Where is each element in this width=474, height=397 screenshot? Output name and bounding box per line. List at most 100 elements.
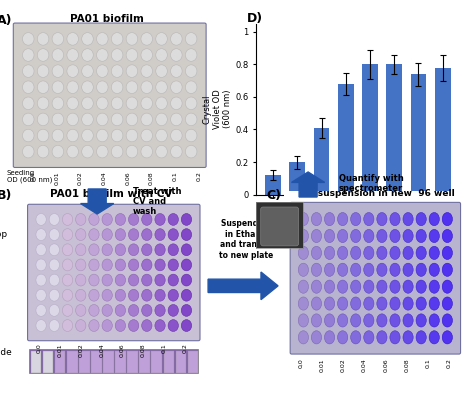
- Text: 0,0: 0,0: [31, 171, 36, 181]
- FancyArrow shape: [81, 189, 114, 214]
- Ellipse shape: [22, 81, 34, 93]
- Ellipse shape: [182, 274, 191, 286]
- Ellipse shape: [63, 274, 73, 286]
- Ellipse shape: [168, 274, 178, 286]
- Ellipse shape: [156, 33, 167, 45]
- Ellipse shape: [89, 320, 99, 331]
- Ellipse shape: [67, 129, 79, 142]
- Text: 0.01: 0.01: [319, 358, 324, 372]
- Ellipse shape: [337, 229, 348, 243]
- FancyBboxPatch shape: [29, 349, 198, 374]
- Ellipse shape: [37, 113, 49, 126]
- Ellipse shape: [67, 97, 79, 110]
- Ellipse shape: [156, 97, 167, 110]
- Ellipse shape: [156, 113, 167, 126]
- Ellipse shape: [155, 320, 165, 331]
- Ellipse shape: [185, 129, 197, 142]
- Ellipse shape: [63, 289, 73, 301]
- Bar: [386, 64, 402, 195]
- Ellipse shape: [82, 129, 93, 142]
- Ellipse shape: [324, 212, 335, 225]
- Ellipse shape: [126, 65, 137, 77]
- Ellipse shape: [337, 280, 348, 293]
- Ellipse shape: [156, 145, 167, 158]
- Ellipse shape: [52, 145, 64, 158]
- Ellipse shape: [429, 280, 439, 293]
- Ellipse shape: [97, 65, 108, 77]
- Ellipse shape: [97, 49, 108, 61]
- Ellipse shape: [171, 129, 182, 142]
- Text: 0.08: 0.08: [404, 358, 410, 372]
- Ellipse shape: [403, 331, 413, 344]
- Ellipse shape: [155, 244, 165, 256]
- Ellipse shape: [142, 274, 152, 286]
- Ellipse shape: [416, 263, 426, 276]
- Ellipse shape: [22, 113, 34, 126]
- Text: 0.04: 0.04: [99, 343, 104, 357]
- Ellipse shape: [111, 97, 123, 110]
- Ellipse shape: [49, 289, 59, 301]
- Ellipse shape: [75, 320, 86, 331]
- Ellipse shape: [102, 274, 112, 286]
- Text: 0.2: 0.2: [182, 343, 187, 353]
- Ellipse shape: [97, 129, 108, 142]
- Ellipse shape: [111, 145, 123, 158]
- Ellipse shape: [390, 246, 400, 260]
- Ellipse shape: [403, 212, 413, 225]
- Ellipse shape: [185, 113, 197, 126]
- Ellipse shape: [89, 244, 99, 256]
- Ellipse shape: [298, 280, 309, 293]
- Ellipse shape: [185, 97, 197, 110]
- Ellipse shape: [403, 297, 413, 310]
- Ellipse shape: [416, 331, 426, 344]
- FancyBboxPatch shape: [128, 351, 137, 372]
- Text: 0,0: 0,0: [298, 358, 303, 368]
- Ellipse shape: [364, 280, 374, 293]
- Ellipse shape: [155, 304, 165, 316]
- Text: 0.02: 0.02: [341, 358, 346, 372]
- Ellipse shape: [67, 65, 79, 77]
- Ellipse shape: [142, 259, 152, 271]
- Ellipse shape: [390, 280, 400, 293]
- Ellipse shape: [182, 259, 191, 271]
- Ellipse shape: [111, 33, 123, 45]
- Ellipse shape: [171, 97, 182, 110]
- FancyBboxPatch shape: [175, 351, 186, 372]
- Ellipse shape: [37, 81, 49, 93]
- FancyBboxPatch shape: [13, 23, 206, 168]
- Bar: [314, 128, 329, 195]
- Ellipse shape: [337, 297, 348, 310]
- Ellipse shape: [377, 246, 387, 260]
- Ellipse shape: [97, 113, 108, 126]
- Text: B): B): [0, 189, 12, 202]
- Ellipse shape: [75, 274, 86, 286]
- Ellipse shape: [377, 297, 387, 310]
- Ellipse shape: [63, 304, 73, 316]
- Ellipse shape: [311, 229, 321, 243]
- Text: A): A): [0, 14, 12, 27]
- Ellipse shape: [442, 246, 453, 260]
- FancyBboxPatch shape: [67, 351, 78, 372]
- Ellipse shape: [185, 145, 197, 158]
- Text: 0.02: 0.02: [79, 343, 83, 357]
- Text: 0.06: 0.06: [120, 343, 125, 357]
- Text: 0.01: 0.01: [55, 171, 59, 185]
- Bar: [338, 84, 354, 195]
- Ellipse shape: [75, 244, 86, 256]
- Ellipse shape: [351, 212, 361, 225]
- Ellipse shape: [168, 244, 178, 256]
- Ellipse shape: [364, 212, 374, 225]
- Ellipse shape: [52, 113, 64, 126]
- Ellipse shape: [36, 320, 46, 331]
- FancyBboxPatch shape: [164, 351, 173, 372]
- Ellipse shape: [63, 244, 73, 256]
- Ellipse shape: [311, 314, 321, 327]
- Text: Seeding
OD (600 nm): Seeding OD (600 nm): [7, 170, 52, 183]
- Ellipse shape: [102, 214, 112, 225]
- Ellipse shape: [67, 81, 79, 93]
- FancyBboxPatch shape: [115, 351, 126, 372]
- Ellipse shape: [156, 129, 167, 142]
- Ellipse shape: [82, 81, 93, 93]
- Ellipse shape: [115, 259, 126, 271]
- Ellipse shape: [37, 129, 49, 142]
